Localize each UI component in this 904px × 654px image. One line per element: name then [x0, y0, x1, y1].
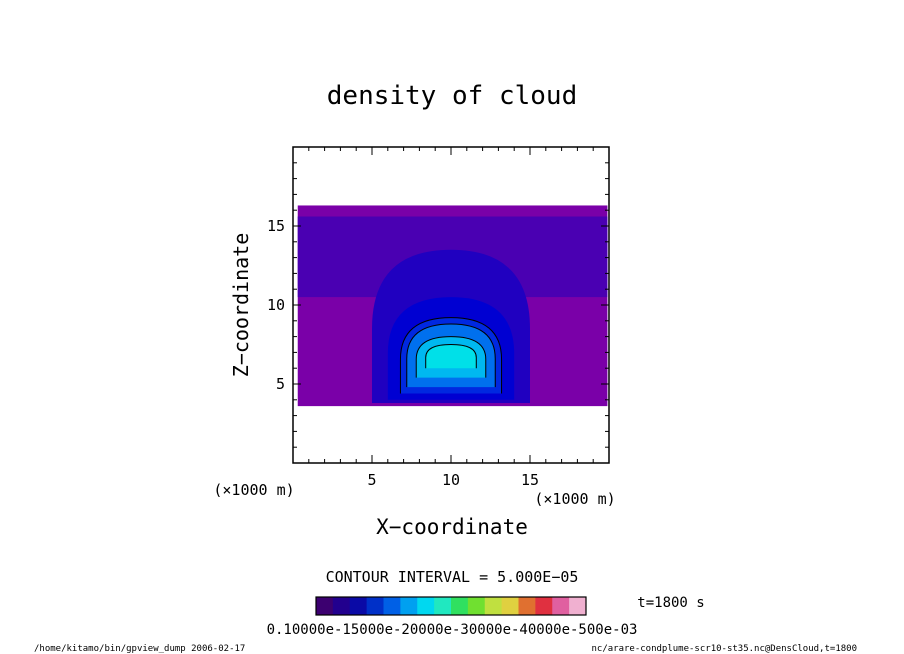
- plot-area: 5 10 15 5 10 15: [267, 146, 610, 489]
- y-axis-label: Z−coordinate: [229, 233, 253, 378]
- y-tick-label: 15: [267, 217, 285, 235]
- cloud-density-field: [297, 205, 608, 407]
- colorbar-segment: [400, 597, 418, 615]
- chart-title: density of cloud: [327, 81, 577, 111]
- colorbar-segment: [484, 597, 503, 615]
- colorbar-segment: [417, 597, 435, 615]
- x-axis-label: X−coordinate: [376, 515, 528, 539]
- contour-interval-label: CONTOUR INTERVAL = 5.000E−05: [326, 568, 579, 586]
- colorbar-segment: [366, 597, 384, 615]
- colorbar-frame: [315, 596, 587, 616]
- colorbar-segment: [535, 597, 553, 615]
- colorbar-segment: [569, 597, 587, 615]
- footer-right: nc/arare-condplume-scr10-st35.nc@DensClo…: [591, 644, 857, 654]
- axis-ticks: 5 10 15 5 10 15: [267, 147, 609, 489]
- cloud-layer: [425, 344, 477, 369]
- colorbar: [316, 597, 587, 615]
- colorbar-segment: [552, 597, 570, 615]
- contour-line: [399, 317, 503, 394]
- colorbar-segment: [451, 597, 469, 615]
- colorbar-segment: [332, 597, 351, 615]
- colorbar-segment: [501, 597, 519, 615]
- contour-line: [415, 336, 487, 378]
- y-tick-label: 5: [276, 375, 285, 393]
- x-unit-label: (×1000 m): [534, 490, 615, 508]
- time-label: t=1800 s: [637, 595, 704, 611]
- x-tick-label: 10: [442, 471, 460, 489]
- colorbar-segment: [467, 597, 486, 615]
- colorbar-labels: 0.10000e-15000e-20000e-30000e-40000e-500…: [267, 622, 638, 638]
- colorbar-segment: [518, 597, 536, 615]
- colorbar-segment: [434, 597, 452, 615]
- y-unit-label: (×1000 m): [213, 481, 294, 499]
- footer-left: /home/kitamo/bin/gpview_dump 2006-02-17: [34, 644, 245, 654]
- colorbar-segment: [316, 597, 334, 615]
- contour-line: [425, 343, 477, 369]
- colorbar-segment: [383, 597, 401, 615]
- contour-line: [406, 323, 496, 388]
- colorbar-segment: [349, 597, 368, 615]
- y-tick-label: 10: [267, 296, 285, 314]
- x-tick-label: 15: [521, 471, 539, 489]
- x-tick-label: 5: [367, 471, 376, 489]
